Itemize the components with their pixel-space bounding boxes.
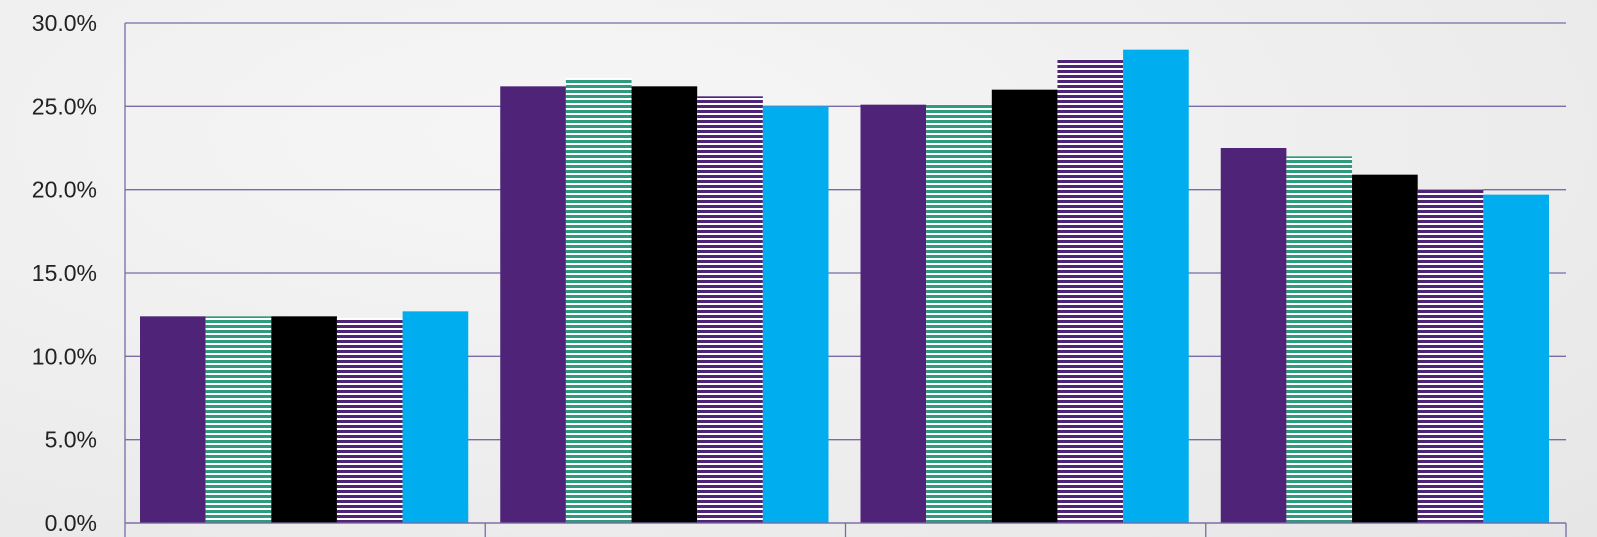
bar-series-3-category-2 (631, 86, 698, 523)
bar-series-1-category-4 (1220, 148, 1287, 523)
bar-series-4-category-2 (697, 96, 763, 523)
bar-series-2-category-1 (205, 316, 272, 523)
y-tick-label: 5.0% (45, 427, 97, 453)
bar-series-2-category-4 (1286, 156, 1353, 523)
bar-series-4-category-4 (1417, 189, 1484, 524)
y-tick-label: 0.0% (45, 510, 97, 536)
bar-series-2-category-2 (565, 78, 632, 523)
bar-series-4-category-1 (336, 318, 403, 523)
bar-series-3-category-1 (271, 316, 337, 523)
y-tick-label: 25.0% (32, 93, 97, 119)
tick-labels: 0.0% 5.0% 10.0% 15.0% 20.0% 25.0% 30.0% (32, 10, 97, 536)
bar-series-5-category-3 (1123, 49, 1189, 524)
y-tick-label: 15.0% (32, 260, 97, 286)
y-tick-label: 30.0% (32, 10, 97, 36)
y-tick-label: 10.0% (32, 343, 97, 369)
y-tick-label: 20.0% (32, 177, 97, 203)
bar-series-5-category-1 (402, 311, 469, 523)
bar-series-1-category-2 (500, 86, 566, 523)
bar-series-1-category-3 (860, 104, 927, 524)
bars (140, 49, 1549, 524)
bar-series-1-category-1 (140, 316, 206, 523)
bar-series-5-category-4 (1483, 194, 1549, 524)
bar-series-3-category-4 (1352, 174, 1418, 524)
bar-series-2-category-3 (926, 104, 992, 524)
axes (124, 23, 1567, 537)
bar-series-4-category-3 (1057, 59, 1124, 524)
bar-series-5-category-2 (762, 106, 829, 523)
bar-series-3-category-3 (991, 89, 1058, 524)
